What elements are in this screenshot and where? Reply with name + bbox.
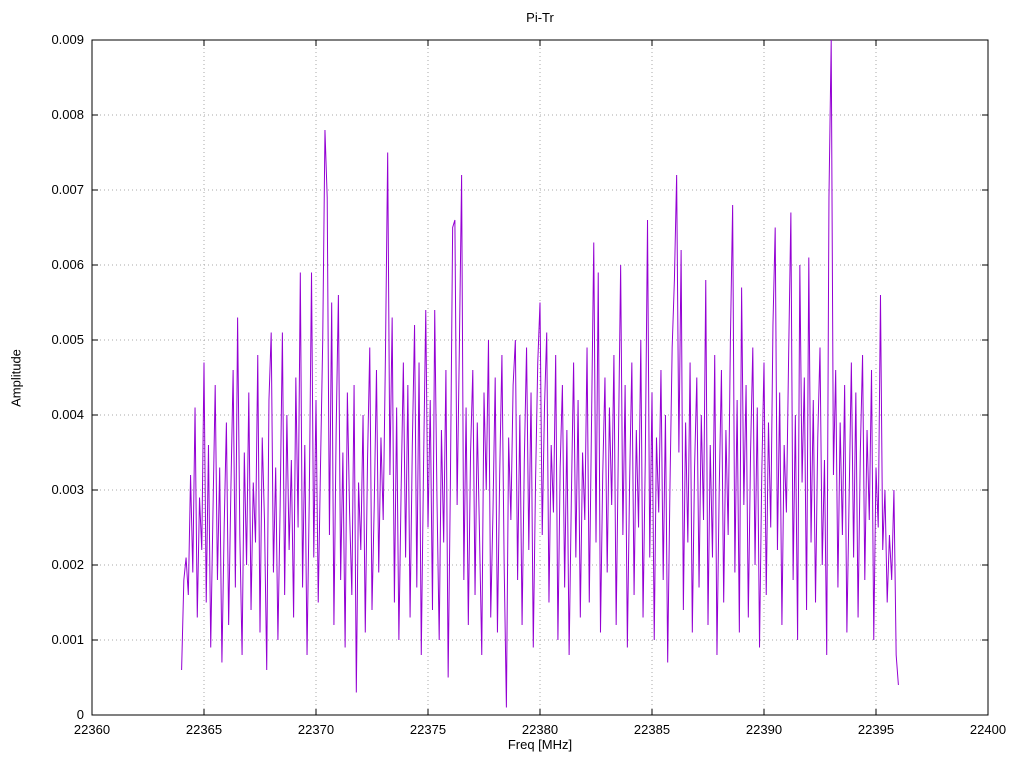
y-tick-label: 0.009 <box>51 32 84 47</box>
y-tick-label: 0.005 <box>51 332 84 347</box>
x-tick-label: 22385 <box>634 722 670 737</box>
x-tick-label: 22375 <box>410 722 446 737</box>
y-tick-label: 0.008 <box>51 107 84 122</box>
y-tick-label: 0.003 <box>51 482 84 497</box>
x-tick-label: 22370 <box>298 722 334 737</box>
x-tick-label: 22360 <box>74 722 110 737</box>
chart-title: Pi-Tr <box>526 10 554 25</box>
y-tick-label: 0.001 <box>51 632 84 647</box>
y-tick-label: 0 <box>77 707 84 722</box>
series-line <box>181 39 899 708</box>
x-tick-label: 22395 <box>858 722 894 737</box>
x-tick-label: 22380 <box>522 722 558 737</box>
x-axis-label: Freq [MHz] <box>507 737 573 752</box>
x-tick-label: 22365 <box>186 722 222 737</box>
x-tick-label: 22400 <box>970 722 1006 737</box>
y-tick-label: 0.006 <box>51 257 84 272</box>
y-tick-label: 0.002 <box>51 557 84 572</box>
x-tick-label: 22390 <box>746 722 782 737</box>
plot-border <box>91 39 989 716</box>
y-tick-label: 0.007 <box>51 182 84 197</box>
y-tick-label: 0.004 <box>51 407 84 422</box>
